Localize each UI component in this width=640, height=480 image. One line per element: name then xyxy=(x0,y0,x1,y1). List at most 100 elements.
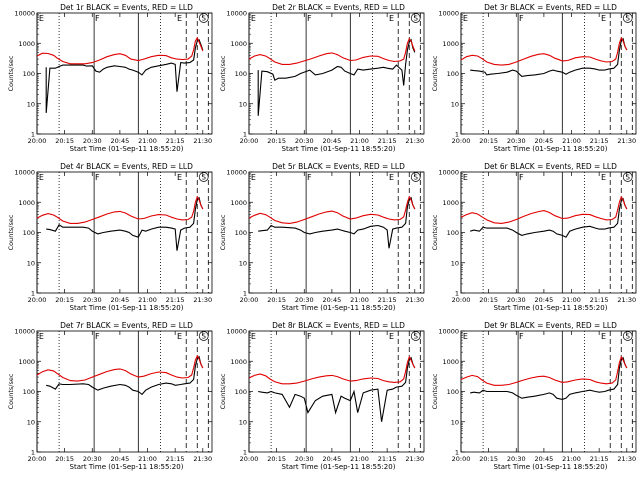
flag-e-left: E xyxy=(251,173,256,182)
x-tick-label: 21:00 xyxy=(138,296,157,304)
series-line-events xyxy=(257,38,416,116)
series-line-events xyxy=(46,355,204,396)
x-axis-label: Start Time (01-Sep-11 18:55:20) xyxy=(282,304,396,312)
x-tick-label: 21:30 xyxy=(405,296,424,304)
flag-f: F xyxy=(95,173,100,182)
y-tick-label: 10000 xyxy=(14,169,35,177)
x-tick-label: 20:30 xyxy=(507,137,526,145)
x-axis-label-time: (01-Sep-11 18:55:20) xyxy=(532,304,607,312)
chart-title: Det 9r BLACK = Events, RED = LLD xyxy=(484,321,617,330)
chart-panel-6: Det 6r BLACK = Events, RED = LLD 1 10 100 10… xyxy=(431,162,637,312)
y-tick-label: 10 xyxy=(27,100,35,108)
y-tick-label: 1000 xyxy=(18,40,35,48)
x-axis-label-time: (01-Sep-11 18:55:20) xyxy=(320,304,395,312)
x-axis-label-prefix: Start Time xyxy=(282,463,318,471)
series-line-events xyxy=(45,38,204,113)
plot-frame xyxy=(460,12,637,135)
x-tick-label: 20:45 xyxy=(323,296,342,304)
flag-e-left: E xyxy=(39,173,44,182)
y-tick-label: 100 xyxy=(447,388,459,396)
x-tick-label: 20:15 xyxy=(267,296,286,304)
plot-frame xyxy=(36,12,213,135)
plot-frame xyxy=(36,330,213,453)
x-tick-label: 21:15 xyxy=(378,137,397,145)
x-tick-label: 20:15 xyxy=(267,137,286,145)
series-line-events xyxy=(470,37,628,77)
flag-circle-letter: S xyxy=(413,174,418,182)
x-tick-label: 20:00 xyxy=(452,296,471,304)
x-tick-label: 20:30 xyxy=(507,296,526,304)
y-axis-label: Counts/sec xyxy=(219,214,227,250)
y-tick-label: 1 xyxy=(243,449,247,457)
flag-circle-letter: S xyxy=(413,15,418,23)
y-tick-label: 10000 xyxy=(226,10,247,18)
x-tick-label: 21:00 xyxy=(138,455,157,463)
y-tick-label: 1000 xyxy=(442,358,459,366)
y-tick-label: 1 xyxy=(31,449,35,457)
x-axis-label-time: (01-Sep-11 18:55:20) xyxy=(532,145,607,153)
x-tick-label: 20:15 xyxy=(55,137,74,145)
x-tick-label: 21:15 xyxy=(166,137,185,145)
x-axis-label-prefix: Start Time xyxy=(494,304,530,312)
x-axis-label-prefix: Start Time xyxy=(70,463,106,471)
flag-e-left: E xyxy=(463,14,468,23)
y-axis-label: Counts/sec xyxy=(7,373,15,409)
y-tick-label: 100 xyxy=(447,70,459,78)
x-tick-label: 20:15 xyxy=(479,137,498,145)
x-tick-label: 21:15 xyxy=(166,296,185,304)
y-tick-label: 100 xyxy=(235,229,247,237)
flag-e-left: E xyxy=(39,332,44,341)
y-tick-label: 10 xyxy=(239,259,247,267)
x-tick-label: 20:45 xyxy=(535,455,554,463)
flag-f: F xyxy=(519,173,524,182)
flag-e-right: E xyxy=(601,173,606,182)
x-tick-label: 21:00 xyxy=(350,137,369,145)
x-tick-label: 21:15 xyxy=(590,137,609,145)
x-tick-label: 21:30 xyxy=(617,455,636,463)
x-tick-label: 20:00 xyxy=(240,455,259,463)
x-tick-label: 21:00 xyxy=(562,455,581,463)
y-tick-label: 100 xyxy=(23,70,35,78)
y-axis-label: Counts/sec xyxy=(431,55,439,91)
x-tick-label: 21:15 xyxy=(590,455,609,463)
x-tick-label: 20:00 xyxy=(28,296,47,304)
flag-f: F xyxy=(307,14,312,23)
x-axis-label-prefix: Start Time xyxy=(282,304,318,312)
x-axis-label-time: (01-Sep-11 18:55:20) xyxy=(532,463,607,471)
chart-panel-2: Det 2r BLACK = Events, RED = LLD 1 10 100 10… xyxy=(219,3,425,153)
y-tick-label: 1 xyxy=(243,131,247,139)
flag-circle xyxy=(622,331,633,341)
x-tick-label: 20:00 xyxy=(452,137,471,145)
flag-circle-letter: S xyxy=(413,333,418,341)
y-tick-label: 10 xyxy=(27,259,35,267)
flag-circle xyxy=(410,13,421,23)
x-tick-label: 21:30 xyxy=(193,137,212,145)
x-tick-label: 21:30 xyxy=(617,137,636,145)
x-axis-label-prefix: Start Time xyxy=(70,304,106,312)
flag-f: F xyxy=(307,332,312,341)
x-axis-label: Start Time (01-Sep-11 18:55:20) xyxy=(70,304,184,312)
series-line-events xyxy=(470,197,628,238)
y-tick-label: 1000 xyxy=(442,199,459,207)
flag-f: F xyxy=(519,332,524,341)
series-line-lld xyxy=(460,355,628,386)
flag-e-left: E xyxy=(251,14,256,23)
chart-title: Det 8r BLACK = Events, RED = LLD xyxy=(272,321,405,330)
chart-title: Det 3r BLACK = Events, RED = LLD xyxy=(484,3,617,12)
x-axis-label-time: (01-Sep-11 18:55:20) xyxy=(108,145,183,153)
x-axis-label-time: (01-Sep-11 18:55:20) xyxy=(108,304,183,312)
x-axis-label: Start Time (01-Sep-11 18:55:20) xyxy=(70,145,184,153)
x-tick-label: 20:15 xyxy=(479,455,498,463)
x-tick-label: 20:30 xyxy=(83,296,102,304)
y-tick-label: 1000 xyxy=(18,358,35,366)
flag-circle xyxy=(410,331,421,341)
flag-f: F xyxy=(307,173,312,182)
flag-circle xyxy=(198,172,209,182)
x-tick-label: 21:30 xyxy=(405,455,424,463)
x-tick-label: 21:00 xyxy=(350,455,369,463)
x-tick-label: 20:30 xyxy=(295,296,314,304)
y-tick-label: 1 xyxy=(455,290,459,298)
y-tick-label: 10 xyxy=(27,418,35,426)
flag-e-right: E xyxy=(389,173,394,182)
y-tick-label: 10000 xyxy=(438,10,459,18)
